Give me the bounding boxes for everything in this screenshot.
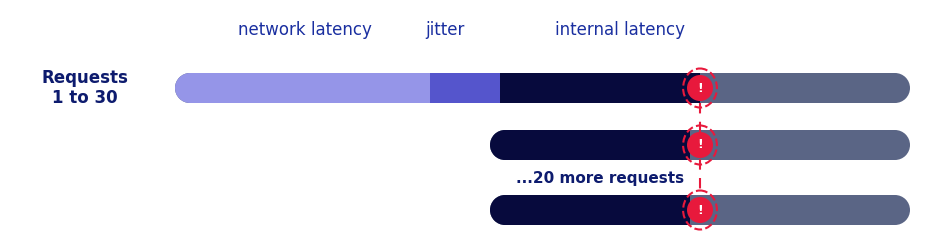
Circle shape [175,73,205,103]
Bar [190,73,895,103]
Text: !: ! [697,204,703,216]
Circle shape [490,130,520,160]
Circle shape [687,197,713,223]
Text: jitter: jitter [425,21,464,39]
Circle shape [880,195,910,225]
Circle shape [687,75,713,101]
Text: ...20 more requests: ...20 more requests [516,171,684,185]
Bar [505,130,690,160]
Circle shape [490,195,520,225]
Bar [430,73,500,103]
Bar [500,73,700,103]
Circle shape [490,130,520,160]
Circle shape [687,132,713,158]
Circle shape [880,73,910,103]
Bar [505,130,895,160]
Bar [505,195,690,225]
Circle shape [175,73,205,103]
Circle shape [490,195,520,225]
Text: !: ! [697,139,703,151]
Text: network latency: network latency [238,21,372,39]
Text: Requests
1 to 30: Requests 1 to 30 [41,69,129,107]
Circle shape [880,130,910,160]
Bar [505,195,895,225]
Text: !: ! [697,81,703,94]
Text: internal latency: internal latency [555,21,685,39]
Bar [190,73,430,103]
